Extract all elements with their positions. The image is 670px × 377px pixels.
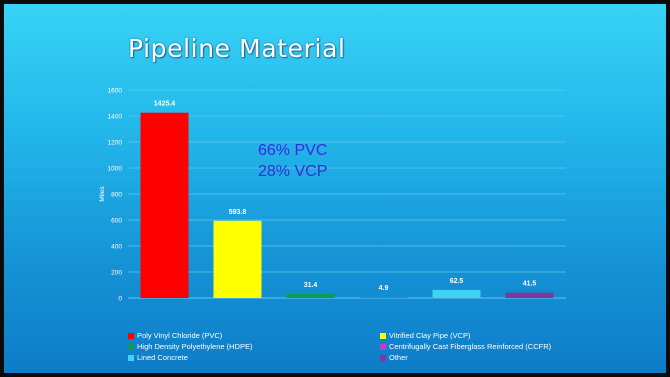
legend-label: Lined Concrete	[137, 353, 188, 362]
y-tick-label: 1000	[108, 166, 123, 173]
y-tick-label: 1200	[108, 140, 123, 147]
legend-item: Vitrified Clay Pipe (VCP)	[380, 331, 471, 340]
legend-swatch	[380, 332, 386, 339]
percentage-annotation: 66% PVC 28% VCP	[258, 140, 327, 182]
y-tick-label: 1400	[108, 114, 123, 121]
legend-label: Vitrified Clay Pipe (VCP)	[389, 331, 471, 340]
y-tick-label: 200	[111, 270, 122, 277]
bar	[432, 289, 481, 298]
legend-item: Poly Vinyl Chloride (PVC)	[128, 331, 222, 340]
legend-swatch	[128, 332, 134, 339]
bar	[359, 297, 408, 298]
legend-item: Centrifugally Cast Fiberglass Reinforced…	[380, 342, 551, 351]
bar-data-label: 593.8	[229, 209, 247, 216]
legend-label: Other	[389, 353, 408, 362]
y-tick-label: 0	[118, 296, 122, 303]
y-tick-label: 800	[111, 192, 122, 199]
y-axis-title: Miles	[99, 186, 106, 202]
legend-item: Lined Concrete	[128, 353, 188, 362]
legend-swatch	[128, 343, 134, 350]
legend-item: High Density Polyethylene (HDPE)	[128, 342, 252, 351]
bar-data-label: 1425.4	[154, 101, 176, 108]
legend-label: Centrifugally Cast Fiberglass Reinforced…	[389, 342, 552, 351]
bar-data-label: 62.5	[450, 278, 464, 285]
legend-swatch	[380, 354, 386, 361]
bar-chart: 0 200 400 600 800 1000 1200 1400 1600 Miles 1425.4…	[99, 88, 566, 303]
bar	[505, 292, 554, 298]
annotation-line-vcp: 28% VCP	[258, 163, 328, 180]
bar-data-label: 41.5	[523, 281, 537, 288]
legend-item: Other	[380, 353, 408, 362]
slide: Pipeline Material 0 200 400 600 800 1000 1200 1…	[4, 4, 666, 373]
slide-title: Pipeline Material	[128, 34, 346, 63]
bar-data-label: 4.9	[379, 285, 389, 292]
y-tick-label: 600	[111, 218, 122, 225]
y-tick-label: 1600	[108, 88, 123, 95]
annotation-line-pvc: 66% PVC	[258, 142, 328, 159]
legend-label: High Density Polyethylene (HDPE)	[137, 342, 253, 351]
y-tick-label: 400	[111, 244, 122, 251]
bar	[140, 112, 189, 298]
bar	[213, 220, 262, 298]
legend-swatch	[380, 343, 386, 350]
legend-label: Poly Vinyl Chloride (PVC)	[137, 331, 223, 340]
bar-data-label: 31.4	[304, 282, 318, 289]
bar	[286, 293, 335, 298]
legend-swatch	[128, 354, 134, 361]
